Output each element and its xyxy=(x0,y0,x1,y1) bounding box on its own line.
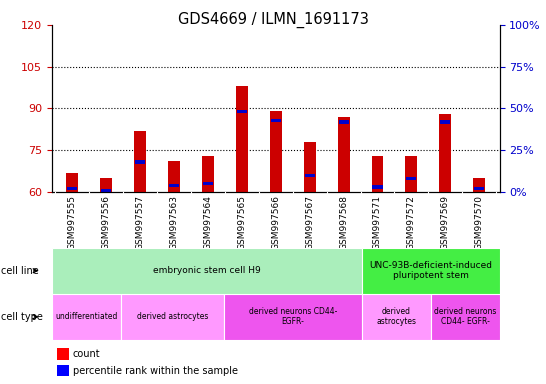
Bar xyxy=(271,119,281,122)
Text: UNC-93B-deficient-induced
pluripotent stem: UNC-93B-deficient-induced pluripotent st… xyxy=(369,261,492,280)
Bar xyxy=(203,182,213,185)
Bar xyxy=(440,114,451,192)
Bar xyxy=(100,178,112,192)
Bar xyxy=(371,156,383,192)
Text: GSM997555: GSM997555 xyxy=(68,195,77,250)
Text: undifferentiated: undifferentiated xyxy=(55,312,117,321)
Bar xyxy=(305,174,314,177)
Text: GSM997564: GSM997564 xyxy=(204,195,212,250)
Bar xyxy=(304,142,316,192)
Text: GSM997571: GSM997571 xyxy=(373,195,382,250)
Bar xyxy=(236,86,248,192)
Bar xyxy=(237,110,247,114)
Bar xyxy=(224,294,362,340)
Bar xyxy=(52,294,121,340)
Bar xyxy=(168,161,180,192)
Text: cell type: cell type xyxy=(1,312,43,322)
Bar xyxy=(169,184,179,187)
Bar xyxy=(67,187,78,190)
Bar xyxy=(339,120,348,124)
Bar xyxy=(134,131,146,192)
Text: GSM997563: GSM997563 xyxy=(169,195,179,250)
Text: GSM997572: GSM997572 xyxy=(407,195,416,250)
Bar xyxy=(473,178,485,192)
Bar xyxy=(431,294,500,340)
Bar xyxy=(362,294,431,340)
Text: GSM997565: GSM997565 xyxy=(238,195,246,250)
Text: GSM997557: GSM997557 xyxy=(135,195,145,250)
Text: count: count xyxy=(73,349,100,359)
Text: percentile rank within the sample: percentile rank within the sample xyxy=(73,366,238,376)
Text: derived neurons
CD44- EGFR-: derived neurons CD44- EGFR- xyxy=(434,307,496,326)
Text: embryonic stem cell H9: embryonic stem cell H9 xyxy=(153,266,261,275)
Bar xyxy=(270,111,282,192)
Bar xyxy=(474,187,484,190)
Bar xyxy=(121,294,224,340)
Bar xyxy=(202,156,214,192)
Text: derived neurons CD44-
EGFR-: derived neurons CD44- EGFR- xyxy=(249,307,337,326)
Text: GSM997569: GSM997569 xyxy=(441,195,450,250)
Text: GSM997568: GSM997568 xyxy=(339,195,348,250)
Text: derived astrocytes: derived astrocytes xyxy=(136,312,208,321)
Bar xyxy=(52,248,362,294)
Bar xyxy=(337,117,349,192)
Bar xyxy=(440,120,450,124)
Text: GSM997566: GSM997566 xyxy=(271,195,280,250)
Text: GSM997556: GSM997556 xyxy=(102,195,111,250)
Bar xyxy=(406,177,417,180)
Bar xyxy=(372,185,383,189)
Bar xyxy=(406,156,417,192)
Text: GSM997567: GSM997567 xyxy=(305,195,314,250)
Text: GSM997570: GSM997570 xyxy=(474,195,484,250)
Text: cell line: cell line xyxy=(1,266,39,276)
Text: GDS4669 / ILMN_1691173: GDS4669 / ILMN_1691173 xyxy=(177,12,369,28)
Bar xyxy=(66,172,78,192)
Bar xyxy=(101,189,111,192)
Bar xyxy=(135,160,145,164)
Bar xyxy=(362,248,500,294)
Text: derived
astrocytes: derived astrocytes xyxy=(376,307,416,326)
